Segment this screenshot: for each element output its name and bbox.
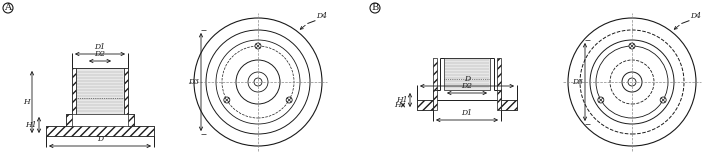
Bar xyxy=(72,68,76,114)
Circle shape xyxy=(629,43,635,49)
Text: H: H xyxy=(23,98,30,106)
Bar xyxy=(444,58,490,90)
Text: A: A xyxy=(4,3,12,12)
Text: D1: D1 xyxy=(95,43,105,51)
Circle shape xyxy=(598,97,604,103)
Text: D3: D3 xyxy=(572,78,583,86)
Bar xyxy=(76,68,124,114)
Circle shape xyxy=(660,97,666,103)
Circle shape xyxy=(224,97,230,103)
Bar xyxy=(501,100,517,110)
Text: H: H xyxy=(394,101,401,109)
Text: B: B xyxy=(371,3,379,12)
Text: D4: D4 xyxy=(691,12,702,20)
Bar xyxy=(128,114,134,126)
Text: D2: D2 xyxy=(95,50,105,58)
Text: H1: H1 xyxy=(25,121,37,129)
Text: D: D xyxy=(97,135,103,143)
Text: H1: H1 xyxy=(396,96,408,104)
Bar xyxy=(497,58,501,90)
Text: D2: D2 xyxy=(462,82,473,90)
Bar xyxy=(124,68,128,114)
Circle shape xyxy=(255,43,261,49)
Bar xyxy=(46,126,154,136)
Text: D4: D4 xyxy=(316,12,327,20)
Bar xyxy=(66,114,72,126)
Circle shape xyxy=(286,97,292,103)
Bar xyxy=(417,100,433,110)
Bar xyxy=(433,58,437,90)
Bar xyxy=(497,90,501,110)
Text: D: D xyxy=(464,75,470,83)
Bar xyxy=(433,90,437,110)
Text: D3: D3 xyxy=(188,78,199,86)
Text: D1: D1 xyxy=(462,109,473,117)
